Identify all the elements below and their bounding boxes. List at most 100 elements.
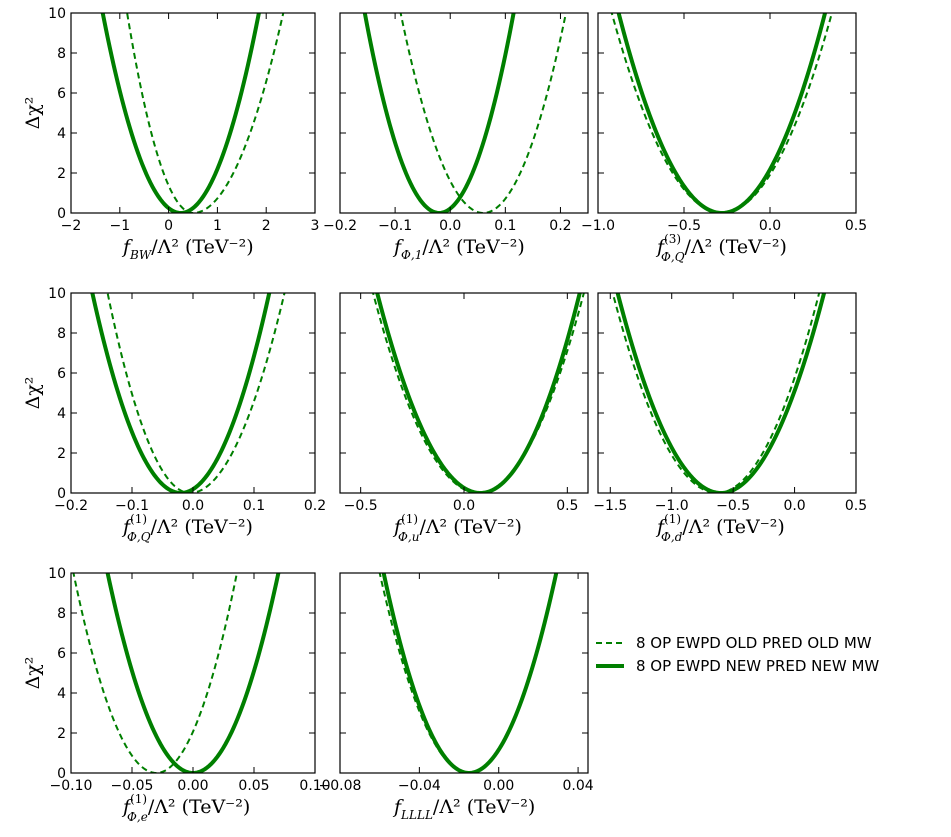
x-tick-label: 0.5 (845, 218, 867, 234)
panel-2: −0.2 −0.1 0.0 0.1 0.2 fΦ,1/Λ² (TeV⁻²) (323, 12, 589, 262)
x-axis-label: fΦ,1/Λ² (TeV⁻²) (392, 236, 525, 262)
x-tick-label: 0.0 (783, 498, 805, 514)
y-tick-label: 8 (57, 46, 66, 62)
x-tick-label: −1.5 (593, 498, 627, 514)
series-new-curve (615, 293, 827, 493)
x-axis-label: fLLLL/Λ² (TeV⁻²) (392, 796, 535, 822)
plot-frame (70, 292, 316, 494)
x-axis-label-symbol: f (392, 516, 404, 538)
x-tick-label: 0.5 (845, 498, 867, 514)
panel-6: −1.5 −1.0 −0.5 0.0 0.5 f(1) Φ,d/Λ² (TeV⁻²) (593, 292, 867, 544)
x-tick-label: −0.2 (323, 218, 357, 234)
series-new-curve (100, 13, 261, 213)
panel-4: −0.2 −0.1 0.0 0.1 0.2 0 2 4 6 8 10 f(1) Φ,Q/Λ² (TeV⁻… (22, 286, 326, 544)
x-axis-label-sub: Φ,Q (127, 530, 151, 544)
x-axis-label-sub: Φ,1 (401, 248, 422, 262)
plot-frame (70, 572, 316, 774)
series-new-curve (362, 13, 516, 213)
x-tick-label: 0.1 (494, 218, 516, 234)
x-tick-label: −0.1 (378, 218, 412, 234)
y-tick-label: 8 (57, 606, 66, 622)
x-axis-label: f(1) Φ,u/Λ² (TeV⁻²) (392, 512, 522, 544)
x-axis-label-sub: Φ,u (398, 530, 419, 544)
x-tick-label: 0.1 (243, 498, 265, 514)
curves (100, 13, 285, 213)
x-axis-label-symbol: f (655, 236, 667, 258)
x-tick-label: 0.0 (759, 218, 781, 234)
plot-frame (339, 572, 589, 774)
x-tick-label: 0.00 (177, 778, 208, 794)
x-axis-label-sub: Φ,e (127, 810, 148, 824)
x-tick-label: −0.04 (398, 778, 441, 794)
x-axis-label: f(1) Φ,d/Λ² (TeV⁻²) (655, 512, 785, 544)
series-old-curve (611, 293, 821, 493)
y-tick-label: 8 (57, 326, 66, 342)
x-axis-label-symbol: f (121, 796, 133, 818)
y-axis-label: Δχ² (22, 377, 44, 410)
x-tick-label: −1.0 (581, 218, 615, 234)
x-axis-label-tail: /Λ² (TeV⁻²) (148, 796, 250, 818)
y-tick-label: 0 (57, 206, 66, 222)
x-tick-label: 2 (262, 218, 271, 234)
series-old-curve (610, 13, 833, 213)
curves (72, 573, 281, 773)
y-tick-label: 2 (57, 726, 66, 742)
x-tick-label: −0.05 (111, 778, 154, 794)
x-axis-label-sup: (1) (130, 792, 147, 806)
y-tick-label: 2 (57, 446, 66, 462)
x-tick-label: 0.2 (304, 498, 326, 514)
legend: 8 OP EWPD OLD PRED OLD MW 8 OP EWPD NEW … (596, 634, 879, 675)
x-tick-label: 0.0 (182, 498, 204, 514)
legend-label-new: 8 OP EWPD NEW PRED NEW MW (636, 657, 879, 675)
panel-3: −1.0 −0.5 0.0 0.5 f(3) Φ,Q/Λ² (TeV⁻²) (581, 12, 867, 264)
x-axis-label-tail: /Λ² (TeV⁻²) (419, 516, 521, 538)
y-tick-label: 4 (57, 686, 66, 702)
x-tick-label: −1 (109, 218, 130, 234)
series-old-curve (378, 573, 558, 773)
x-tick-label: −0.5 (344, 498, 378, 514)
series-new-curve (616, 13, 828, 213)
x-axis-label-tail: /Λ² (TeV⁻²) (151, 236, 253, 258)
series-new-curve (105, 573, 281, 773)
series-old-curve (126, 13, 285, 213)
y-axis-label: Δχ² (22, 657, 44, 690)
x-tick-label: 0.00 (483, 778, 514, 794)
curves (372, 293, 585, 493)
panel-8: −0.08 −0.04 0.00 0.04 fLLLL/Λ² (TeV⁻²) (319, 572, 594, 822)
plot-frame (597, 292, 857, 494)
x-axis-label-tail: /Λ² (TeV⁻²) (422, 236, 524, 258)
x-axis-label-sup: (3) (664, 232, 681, 246)
x-tick-label: −2 (61, 218, 82, 234)
x-tick-label: 0.2 (549, 218, 571, 234)
y-axis-label: Δχ² (22, 97, 44, 130)
plot-frame (597, 12, 857, 214)
x-tick-label: 0.0 (439, 218, 461, 234)
plot-frame (339, 12, 589, 214)
x-axis-label-symbol: f (121, 236, 133, 258)
x-axis-label-tail: /Λ² (TeV⁻²) (685, 236, 787, 258)
series-new-curve (375, 293, 582, 493)
series-old-curve (372, 293, 585, 493)
y-tick-label: 10 (48, 286, 66, 302)
x-tick-label: −0.5 (716, 498, 750, 514)
x-axis-label-tail: /Λ² (TeV⁻²) (682, 516, 784, 538)
curves (378, 573, 559, 773)
x-axis-label-symbol: f (392, 796, 404, 818)
x-tick-label: −0.1 (115, 498, 149, 514)
x-axis-label-sub: Φ,Q (661, 250, 685, 264)
x-tick-label: −0.5 (667, 218, 701, 234)
series-new-curve (90, 293, 272, 493)
series-old-curve (399, 13, 567, 213)
x-axis-label: f(3) Φ,Q/Λ² (TeV⁻²) (655, 232, 787, 264)
panel-7: −0.10 −0.05 0.00 0.05 0.10 0 2 4 6 8 10 f(1) Φ,e/Λ² … (22, 566, 331, 824)
curves (611, 293, 827, 493)
curves (362, 13, 567, 213)
curves (610, 13, 833, 213)
y-tick-label: 4 (57, 126, 66, 142)
x-axis-label-symbol: f (121, 516, 133, 538)
legend-label-old: 8 OP EWPD OLD PRED OLD MW (636, 634, 872, 652)
x-tick-label: 1 (213, 218, 222, 234)
x-axis-label-sub: LLLL (400, 808, 433, 822)
x-tick-label: 0.05 (238, 778, 269, 794)
